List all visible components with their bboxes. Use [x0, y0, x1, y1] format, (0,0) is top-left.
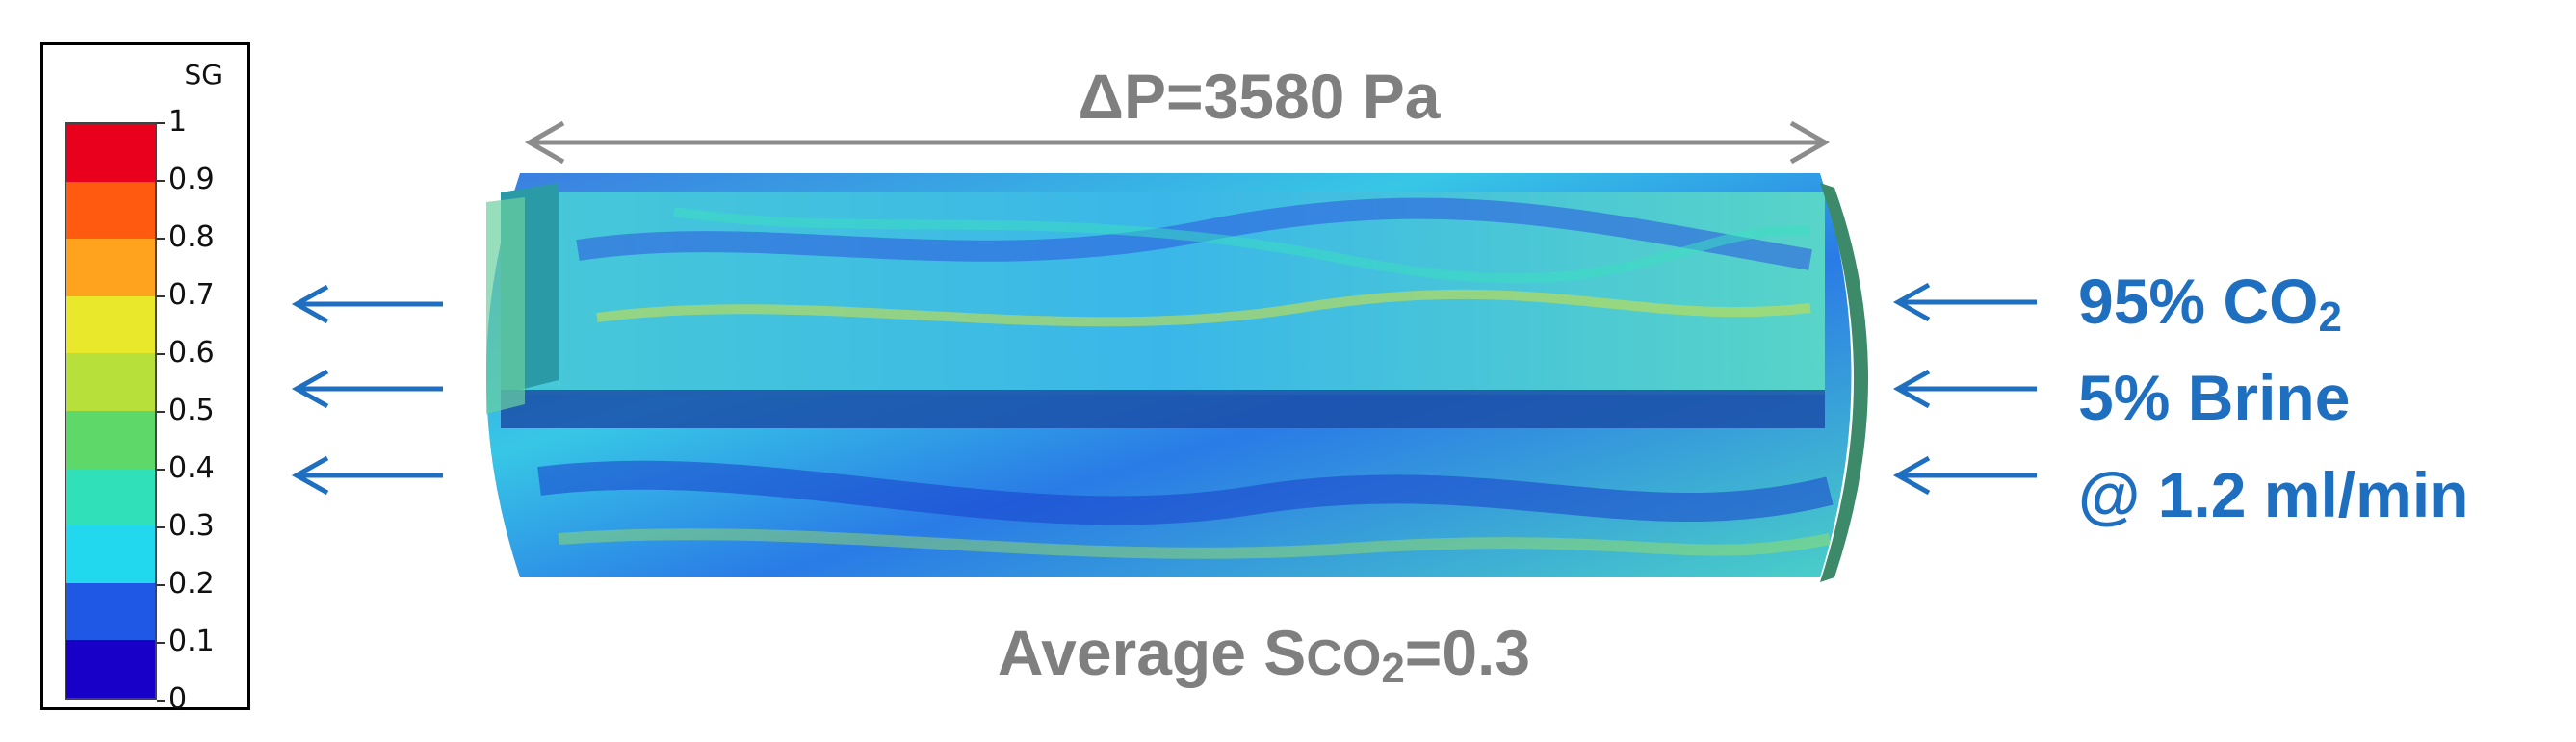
inlet-co2-label: 95% CO2: [2078, 265, 2342, 342]
avg-subscript: 2: [1381, 645, 1405, 692]
avg-co: CO: [1306, 630, 1382, 686]
tick-label: 0.2: [157, 567, 215, 601]
tick-label: 0: [156, 682, 188, 716]
avg-suffix: =0.3: [1404, 617, 1531, 688]
colorbar-swatch: [66, 124, 155, 182]
colorbar-swatch: [66, 410, 155, 469]
tick-label: 0.3: [157, 509, 215, 543]
pressure-arrow-right: [1789, 120, 1831, 165]
colorbar-swatch: [66, 640, 155, 698]
inlet-co2-subscript: 2: [2318, 294, 2342, 341]
tick-label: 0.9: [157, 163, 215, 196]
avg-prefix: Average S: [997, 617, 1307, 688]
inlet-brine-label: 5% Brine: [2078, 362, 2351, 433]
colorbar-swatch: [66, 181, 155, 240]
tick-label: 0.8: [157, 220, 215, 254]
tick-label: 0.7: [157, 278, 215, 312]
colorbar-swatch: [66, 525, 155, 583]
tick-label: 1: [156, 105, 188, 139]
pressure-arrow-left: [524, 120, 565, 165]
colorbar-swatch: [66, 353, 155, 411]
pressure-drop-label: ΔP=3580 Pa: [1078, 61, 1441, 132]
average-saturation-label: Average SCO2=0.3: [0, 616, 2552, 693]
colorbar-ticks: 1 0.9 0.8 0.7 0.6 0.5 0.4 0.3 0.2 0.1 0: [156, 108, 244, 714]
colorbar-swatch: [66, 239, 155, 296]
inlet-rate-label: @ 1.2 ml/min: [2078, 459, 2469, 530]
tick-label: 0.6: [157, 336, 215, 370]
inflow-arrows: [1892, 282, 2037, 496]
core-sample: [486, 173, 1868, 582]
saturation-legend: SG 1 0.9 0.8 0.7 0.6 0.5 0.4 0.3 0.2 0.1…: [40, 42, 250, 714]
colorbar: [65, 122, 157, 700]
inlet-co2-text: 95% CO: [2078, 266, 2319, 337]
tick-label: 0.5: [157, 394, 215, 427]
colorbar-swatch: [66, 295, 155, 354]
legend-title: SG: [184, 59, 222, 90]
outflow-arrows: [291, 284, 443, 496]
colorbar-swatch: [66, 468, 155, 526]
tick-label: 0.4: [157, 451, 215, 485]
tick-label: 0.1: [157, 625, 215, 658]
colorbar-swatch: [66, 582, 155, 641]
